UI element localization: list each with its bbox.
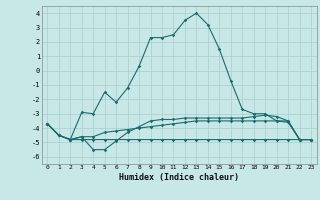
X-axis label: Humidex (Indice chaleur): Humidex (Indice chaleur) (119, 173, 239, 182)
